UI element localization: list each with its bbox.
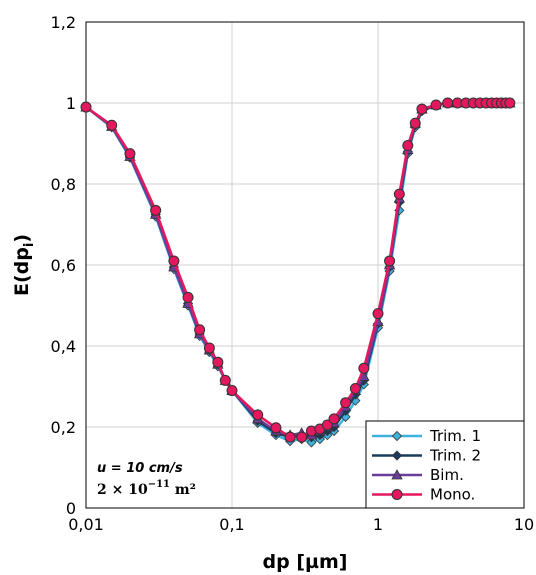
legend-marker xyxy=(391,469,403,480)
series-line xyxy=(85,101,510,444)
legend-item: Mono. xyxy=(372,486,475,504)
data-point xyxy=(340,397,352,409)
legend-label: Mono. xyxy=(430,486,475,504)
y-tick-label: 0 xyxy=(66,499,76,518)
series-line xyxy=(85,101,510,439)
series-trim-2 xyxy=(80,97,515,443)
annotation-permeability: 2 × 10−11 m² xyxy=(97,479,196,498)
series-line xyxy=(85,101,510,437)
data-point xyxy=(372,308,384,320)
data-point xyxy=(182,291,194,303)
data-point xyxy=(321,419,333,431)
data-point xyxy=(106,119,118,131)
annotation-velocity: u = 10 cm/s xyxy=(97,461,183,476)
data-point xyxy=(212,356,224,368)
data-point xyxy=(393,188,405,200)
legend-marker xyxy=(391,430,403,442)
data-point xyxy=(296,431,308,443)
y-tick-label: 0,6 xyxy=(51,256,76,275)
series-mono xyxy=(80,97,516,443)
y-tick-label: 1 xyxy=(66,94,76,113)
series-bim xyxy=(80,97,516,440)
data-point xyxy=(328,413,340,425)
data-point xyxy=(442,97,454,109)
series-layer xyxy=(80,97,516,448)
data-point xyxy=(349,383,361,395)
data-point xyxy=(150,204,162,216)
x-tick-label: 1 xyxy=(373,515,383,534)
legend-item: Bim. xyxy=(372,466,464,484)
data-point xyxy=(270,422,282,434)
y-tick-label: 1,2 xyxy=(51,13,76,32)
y-axis-title: E(dpi) xyxy=(11,234,37,296)
data-point xyxy=(194,324,206,336)
legend-label: Trim. 2 xyxy=(429,447,481,465)
x-axis-title: dp [µm] xyxy=(263,551,348,573)
data-point xyxy=(168,255,180,267)
x-tick-label: 0,01 xyxy=(68,515,104,534)
legend-marker xyxy=(391,489,403,500)
data-point xyxy=(306,437,317,448)
data-point xyxy=(203,342,215,354)
annotation: u = 10 cm/s 2 × 10−11 m² xyxy=(97,461,196,498)
legend-item: Trim. 1 xyxy=(372,427,481,445)
series-line xyxy=(85,101,510,439)
x-tick-label: 10 xyxy=(514,515,534,534)
data-point xyxy=(430,99,442,111)
data-point xyxy=(252,409,264,421)
legend-label: Trim. 1 xyxy=(429,427,481,445)
data-point xyxy=(219,374,231,386)
data-point xyxy=(384,255,396,267)
data-point xyxy=(124,148,136,160)
y-tick-label: 0,2 xyxy=(51,418,76,437)
data-point xyxy=(284,431,296,443)
data-point xyxy=(358,362,370,374)
y-tick-label: 0,4 xyxy=(51,337,76,356)
data-point xyxy=(409,117,421,129)
data-point xyxy=(504,97,516,109)
legend-item: Trim. 2 xyxy=(372,447,481,465)
data-point xyxy=(226,385,238,397)
data-point xyxy=(416,103,428,115)
data-point xyxy=(402,140,414,152)
x-tick-label: 0,1 xyxy=(219,515,244,534)
ticks: 0 0,2 0,4 0,6 0,8 1 1,2 0,01 0,1 1 10 xyxy=(51,13,535,534)
legend-marker xyxy=(391,450,403,461)
plot-area xyxy=(85,21,525,509)
series-trim-1 xyxy=(80,97,515,448)
y-tick-label: 0,8 xyxy=(51,175,76,194)
legend-label: Bim. xyxy=(430,466,464,484)
data-point xyxy=(80,101,92,113)
